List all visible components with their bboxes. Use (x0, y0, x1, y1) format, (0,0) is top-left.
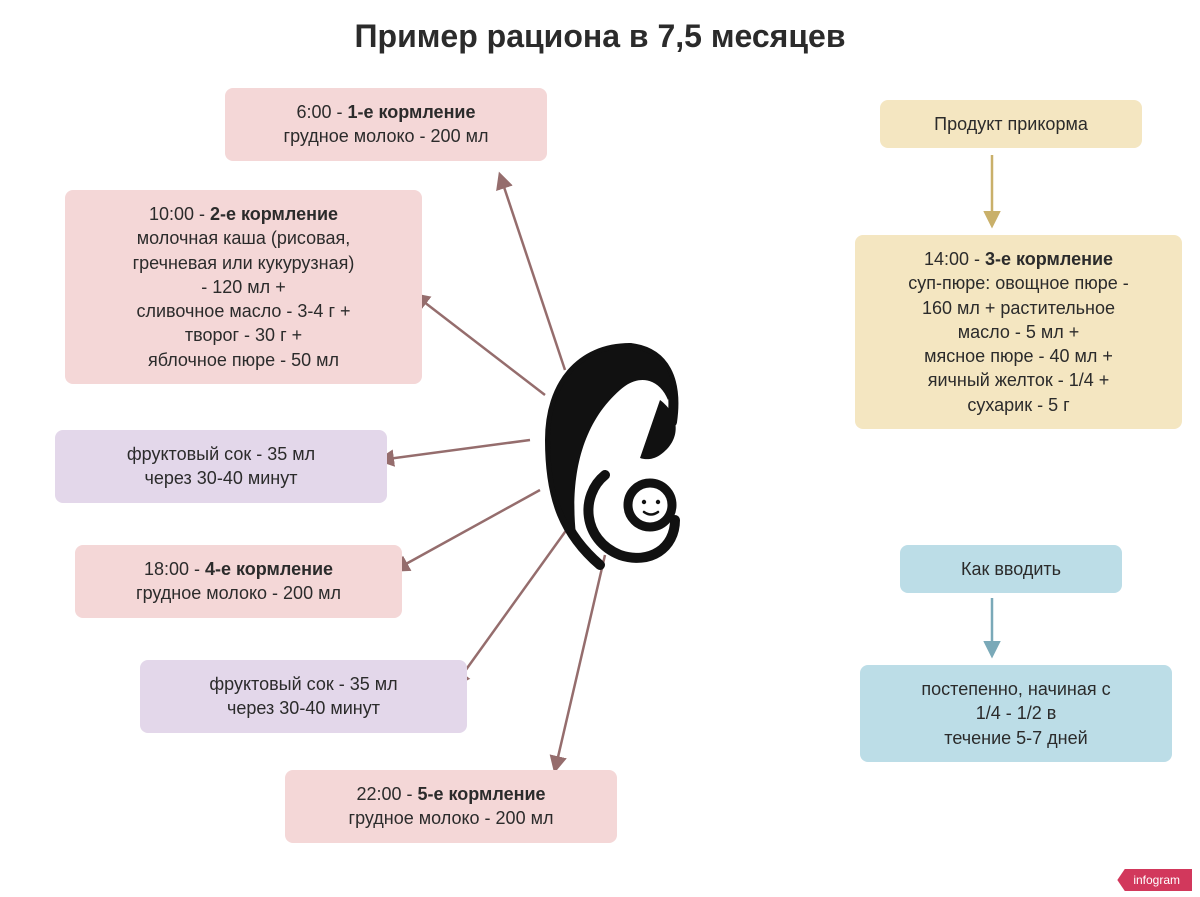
box-line: грудное молоко - 200 мл (301, 806, 601, 830)
box-header: 14:00 - 3-е кормление (871, 247, 1166, 271)
box-line: через 30-40 минут (71, 466, 371, 490)
box-line: творог - 30 г + (81, 323, 406, 347)
box-b6: 22:00 - 5-е кормлениегрудное молоко - 20… (285, 770, 617, 843)
box-r3: Как вводить (900, 545, 1122, 593)
box-line: молочная каша (рисовая, (81, 226, 406, 250)
box-header: 6:00 - 1-е кормление (241, 100, 531, 124)
box-header: 10:00 - 2-е кормление (81, 202, 406, 226)
box-line: суп-пюре: овощное пюре - (871, 271, 1166, 295)
box-r4: постепенно, начиная с1/4 - 1/2 втечение … (860, 665, 1172, 762)
box-line: через 30-40 минут (156, 696, 451, 720)
box-header: 18:00 - 4-е кормление (91, 557, 386, 581)
mother-baby-icon (510, 330, 710, 590)
box-line: сухарик - 5 г (871, 393, 1166, 417)
box-b2: 10:00 - 2-е кормлениемолочная каша (рисо… (65, 190, 422, 384)
box-line: фруктовый сок - 35 мл (71, 442, 371, 466)
box-b5: фруктовый сок - 35 млчерез 30-40 минут (140, 660, 467, 733)
box-line: фруктовый сок - 35 мл (156, 672, 451, 696)
box-line: Как вводить (916, 557, 1106, 581)
box-line: постепенно, начиная с (876, 677, 1156, 701)
box-b3: фруктовый сок - 35 млчерез 30-40 минут (55, 430, 387, 503)
box-line: грудное молоко - 200 мл (241, 124, 531, 148)
box-line: яблочное пюре - 50 мл (81, 348, 406, 372)
infographic-canvas: Пример рациона в 7,5 месяцев infogram 6:… (0, 0, 1200, 897)
box-line: яичный желток - 1/4 + (871, 368, 1166, 392)
box-header: 22:00 - 5-е кормление (301, 782, 601, 806)
box-r2: 14:00 - 3-е кормлениесуп-пюре: овощное п… (855, 235, 1182, 429)
page-title: Пример рациона в 7,5 месяцев (0, 18, 1200, 55)
box-line: сливочное масло - 3-4 г + (81, 299, 406, 323)
box-line: 1/4 - 1/2 в (876, 701, 1156, 725)
box-b1: 6:00 - 1-е кормлениегрудное молоко - 200… (225, 88, 547, 161)
box-line: мясное пюре - 40 мл + (871, 344, 1166, 368)
infogram-badge: infogram (1117, 869, 1192, 891)
box-line: грудное молоко - 200 мл (91, 581, 386, 605)
box-line: - 120 мл + (81, 275, 406, 299)
box-line: гречневая или кукурузная) (81, 251, 406, 275)
box-r1: Продукт прикорма (880, 100, 1142, 148)
box-line: течение 5-7 дней (876, 726, 1156, 750)
box-line: масло - 5 мл + (871, 320, 1166, 344)
box-line: Продукт прикорма (896, 112, 1126, 136)
box-line: 160 мл + растительное (871, 296, 1166, 320)
box-b4: 18:00 - 4-е кормлениегрудное молоко - 20… (75, 545, 402, 618)
